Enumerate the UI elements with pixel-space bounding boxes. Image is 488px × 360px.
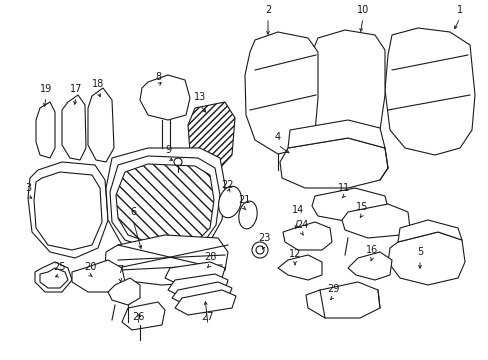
Polygon shape [305,282,379,318]
Polygon shape [278,255,321,280]
Polygon shape [172,282,231,305]
Text: 15: 15 [355,202,367,212]
Text: 6: 6 [130,207,136,217]
Text: 26: 26 [132,312,144,322]
Polygon shape [307,30,384,152]
Polygon shape [387,232,464,285]
Text: 24: 24 [295,220,307,230]
Polygon shape [28,162,108,258]
Text: 22: 22 [221,180,234,190]
Polygon shape [88,88,114,162]
Text: 16: 16 [365,245,377,255]
Text: 25: 25 [54,262,66,272]
Polygon shape [347,252,391,280]
Polygon shape [72,260,125,292]
Text: 7: 7 [117,265,123,275]
Ellipse shape [218,186,241,218]
Text: 3: 3 [25,183,31,193]
Ellipse shape [238,201,257,229]
Polygon shape [244,32,317,154]
Text: 13: 13 [193,92,206,102]
Text: 29: 29 [326,284,339,294]
Text: 8: 8 [155,72,161,82]
Text: 12: 12 [288,249,301,259]
Text: 20: 20 [83,262,96,272]
Polygon shape [35,262,72,292]
Text: 5: 5 [416,247,422,257]
Text: 18: 18 [92,79,104,89]
Polygon shape [187,102,235,168]
Text: 10: 10 [356,5,368,15]
Polygon shape [311,188,387,222]
Text: 28: 28 [203,252,216,262]
Polygon shape [110,156,220,248]
Text: 19: 19 [40,84,52,94]
Polygon shape [116,164,214,244]
Polygon shape [40,268,68,288]
Polygon shape [384,28,474,155]
Text: 11: 11 [337,183,349,193]
Polygon shape [164,262,224,285]
Polygon shape [36,102,55,158]
Text: 21: 21 [237,195,250,205]
Text: 1: 1 [456,5,462,15]
Text: 17: 17 [70,84,82,94]
Polygon shape [283,222,331,250]
Text: 4: 4 [274,132,281,142]
Polygon shape [62,95,86,160]
Polygon shape [122,302,164,330]
Text: 27: 27 [202,312,214,322]
Polygon shape [106,148,224,255]
Text: 23: 23 [257,233,270,243]
Polygon shape [287,120,384,148]
Polygon shape [280,138,387,188]
Polygon shape [168,274,227,297]
Polygon shape [108,278,140,305]
Polygon shape [105,235,227,285]
Polygon shape [175,290,236,315]
Polygon shape [341,204,409,238]
Text: 2: 2 [264,5,270,15]
Polygon shape [140,75,190,120]
Text: 14: 14 [291,205,304,215]
Polygon shape [34,172,102,250]
Polygon shape [397,220,461,242]
Text: 9: 9 [164,145,171,155]
